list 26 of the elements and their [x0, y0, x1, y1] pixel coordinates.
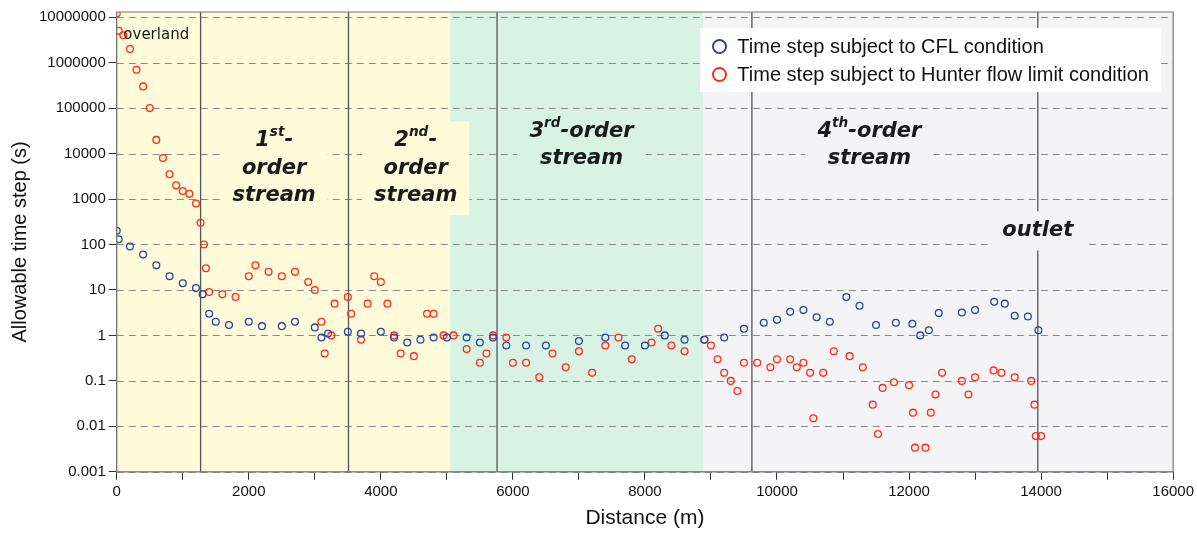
x-axis-title: Distance (m): [585, 505, 705, 529]
y-tick-label: 0.001: [68, 461, 106, 479]
x-tick-label: 14000: [1020, 481, 1062, 499]
legend-label: Time step subject to Hunter flow limit condition: [737, 62, 1149, 86]
annotation: overland: [123, 25, 190, 44]
x-tick-label: 16000: [1152, 481, 1194, 499]
x-tick-label: 2000: [232, 481, 266, 499]
x-tick-label: 10000: [756, 481, 798, 499]
y-axis-title: Allowable time step (s): [7, 141, 30, 343]
y-tick-label: 10000: [64, 143, 106, 161]
y-tick-label: 1000: [72, 189, 106, 207]
y-tick-label: 0.1: [84, 371, 106, 389]
legend-label: Time step subject to CFL condition: [737, 34, 1044, 58]
y-tick-label: 10: [89, 280, 106, 298]
y-tick-label: 10000000: [38, 7, 106, 25]
annotation: outlet: [1002, 217, 1075, 242]
x-tick-label: 6000: [496, 481, 530, 499]
y-tick-label: 100: [80, 234, 106, 252]
x-tick-label: 0: [112, 481, 121, 499]
y-tick-label: 1000000: [47, 52, 106, 70]
y-tick-label: 100000: [55, 98, 106, 116]
y-tick-label: 1: [97, 325, 106, 343]
x-tick-label: 12000: [888, 481, 930, 499]
y-tick-label: 0.01: [76, 416, 106, 434]
x-tick-label: 8000: [628, 481, 662, 499]
x-tick-label: 4000: [364, 481, 398, 499]
